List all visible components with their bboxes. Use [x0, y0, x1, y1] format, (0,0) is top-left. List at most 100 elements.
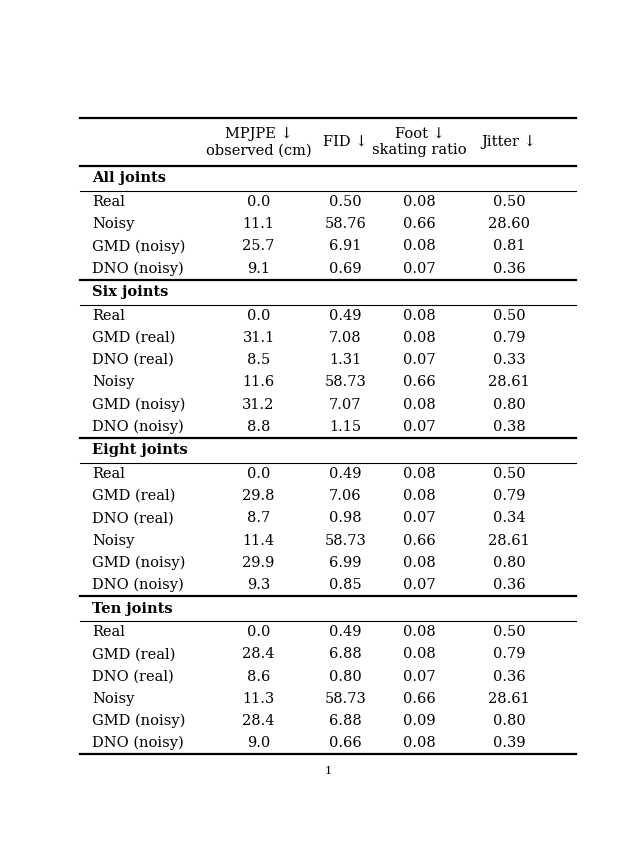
Text: 0.66: 0.66 [403, 217, 436, 231]
Text: 7.08: 7.08 [329, 331, 362, 345]
Text: 0.80: 0.80 [493, 714, 525, 728]
Text: DNO (real): DNO (real) [92, 511, 174, 526]
Text: Eight joints: Eight joints [92, 443, 188, 458]
Text: 11.1: 11.1 [243, 217, 275, 231]
Text: DNO (real): DNO (real) [92, 353, 174, 367]
Text: 0.79: 0.79 [493, 331, 525, 345]
Text: Noisy: Noisy [92, 533, 135, 548]
Text: DNO (noisy): DNO (noisy) [92, 736, 184, 751]
Text: 7.06: 7.06 [329, 489, 362, 503]
Text: GMD (noisy): GMD (noisy) [92, 397, 186, 412]
Text: 0.66: 0.66 [403, 533, 436, 548]
Text: 8.7: 8.7 [247, 511, 270, 526]
Text: 0.69: 0.69 [329, 261, 362, 276]
Text: 58.73: 58.73 [324, 533, 366, 548]
Text: 0.80: 0.80 [493, 397, 525, 412]
Text: Real: Real [92, 467, 125, 481]
Text: 6.99: 6.99 [329, 556, 362, 570]
Text: GMD (real): GMD (real) [92, 647, 176, 661]
Text: 0.66: 0.66 [403, 692, 436, 706]
Text: 0.36: 0.36 [493, 670, 525, 683]
Text: 28.60: 28.60 [488, 217, 530, 231]
Text: 28.61: 28.61 [488, 533, 530, 548]
Text: 0.79: 0.79 [493, 489, 525, 503]
Text: 0.49: 0.49 [329, 625, 362, 639]
Text: Ten joints: Ten joints [92, 602, 173, 616]
Text: 0.50: 0.50 [493, 195, 525, 209]
Text: 9.1: 9.1 [247, 261, 270, 276]
Text: 0.80: 0.80 [493, 556, 525, 570]
Text: 0.50: 0.50 [329, 195, 362, 209]
Text: 28.61: 28.61 [488, 375, 530, 390]
Text: GMD (real): GMD (real) [92, 331, 176, 345]
Text: 25.7: 25.7 [243, 239, 275, 253]
Text: 0.08: 0.08 [403, 647, 436, 661]
Text: 6.88: 6.88 [329, 714, 362, 728]
Text: 0.34: 0.34 [493, 511, 525, 526]
Text: 29.9: 29.9 [243, 556, 275, 570]
Text: FID ↓: FID ↓ [323, 135, 367, 149]
Text: Noisy: Noisy [92, 692, 135, 706]
Text: GMD (noisy): GMD (noisy) [92, 555, 186, 570]
Text: Six joints: Six joints [92, 285, 169, 299]
Text: 0.81: 0.81 [493, 239, 525, 253]
Text: 0.0: 0.0 [247, 625, 270, 639]
Text: 9.3: 9.3 [247, 578, 270, 592]
Text: 0.0: 0.0 [247, 195, 270, 209]
Text: 0.80: 0.80 [329, 670, 362, 683]
Text: 0.50: 0.50 [493, 625, 525, 639]
Text: GMD (noisy): GMD (noisy) [92, 239, 186, 254]
Text: 0.39: 0.39 [493, 736, 525, 751]
Text: 0.08: 0.08 [403, 736, 436, 751]
Text: 0.07: 0.07 [403, 511, 436, 526]
Text: 0.08: 0.08 [403, 397, 436, 412]
Text: 0.0: 0.0 [247, 309, 270, 323]
Text: 28.61: 28.61 [488, 692, 530, 706]
Text: 31.2: 31.2 [243, 397, 275, 412]
Text: Real: Real [92, 195, 125, 209]
Text: 28.4: 28.4 [243, 647, 275, 661]
Text: 0.49: 0.49 [329, 467, 362, 481]
Text: 0.98: 0.98 [329, 511, 362, 526]
Text: 6.91: 6.91 [329, 239, 362, 253]
Text: 1.31: 1.31 [329, 353, 362, 367]
Text: 8.8: 8.8 [247, 419, 270, 434]
Text: DNO (noisy): DNO (noisy) [92, 419, 184, 434]
Text: 0.08: 0.08 [403, 239, 436, 253]
Text: 0.09: 0.09 [403, 714, 436, 728]
Text: Noisy: Noisy [92, 217, 135, 231]
Text: 58.73: 58.73 [324, 692, 366, 706]
Text: 0.07: 0.07 [403, 353, 436, 367]
Text: 11.3: 11.3 [243, 692, 275, 706]
Text: 0.07: 0.07 [403, 670, 436, 683]
Text: GMD (noisy): GMD (noisy) [92, 714, 186, 728]
Text: 0.50: 0.50 [493, 467, 525, 481]
Text: 0.0: 0.0 [247, 467, 270, 481]
Text: 8.5: 8.5 [247, 353, 270, 367]
Text: 0.08: 0.08 [403, 309, 436, 323]
Text: 0.36: 0.36 [493, 261, 525, 276]
Text: All joints: All joints [92, 171, 166, 185]
Text: 1: 1 [324, 766, 332, 776]
Text: 0.36: 0.36 [493, 578, 525, 592]
Text: DNO (real): DNO (real) [92, 670, 174, 683]
Text: 0.66: 0.66 [403, 375, 436, 390]
Text: 11.4: 11.4 [243, 533, 275, 548]
Text: 11.6: 11.6 [243, 375, 275, 390]
Text: 0.49: 0.49 [329, 309, 362, 323]
Text: GMD (real): GMD (real) [92, 489, 176, 503]
Text: 0.08: 0.08 [403, 467, 436, 481]
Text: 0.33: 0.33 [493, 353, 525, 367]
Text: 58.76: 58.76 [324, 217, 366, 231]
Text: DNO (noisy): DNO (noisy) [92, 578, 184, 593]
Text: Jitter ↓: Jitter ↓ [482, 135, 536, 149]
Text: 0.07: 0.07 [403, 419, 436, 434]
Text: 0.08: 0.08 [403, 195, 436, 209]
Text: DNO (noisy): DNO (noisy) [92, 261, 184, 276]
Text: 0.08: 0.08 [403, 489, 436, 503]
Text: MPJPE ↓
observed (cm): MPJPE ↓ observed (cm) [205, 127, 312, 157]
Text: 0.38: 0.38 [493, 419, 525, 434]
Text: 29.8: 29.8 [243, 489, 275, 503]
Text: 6.88: 6.88 [329, 647, 362, 661]
Text: 9.0: 9.0 [247, 736, 270, 751]
